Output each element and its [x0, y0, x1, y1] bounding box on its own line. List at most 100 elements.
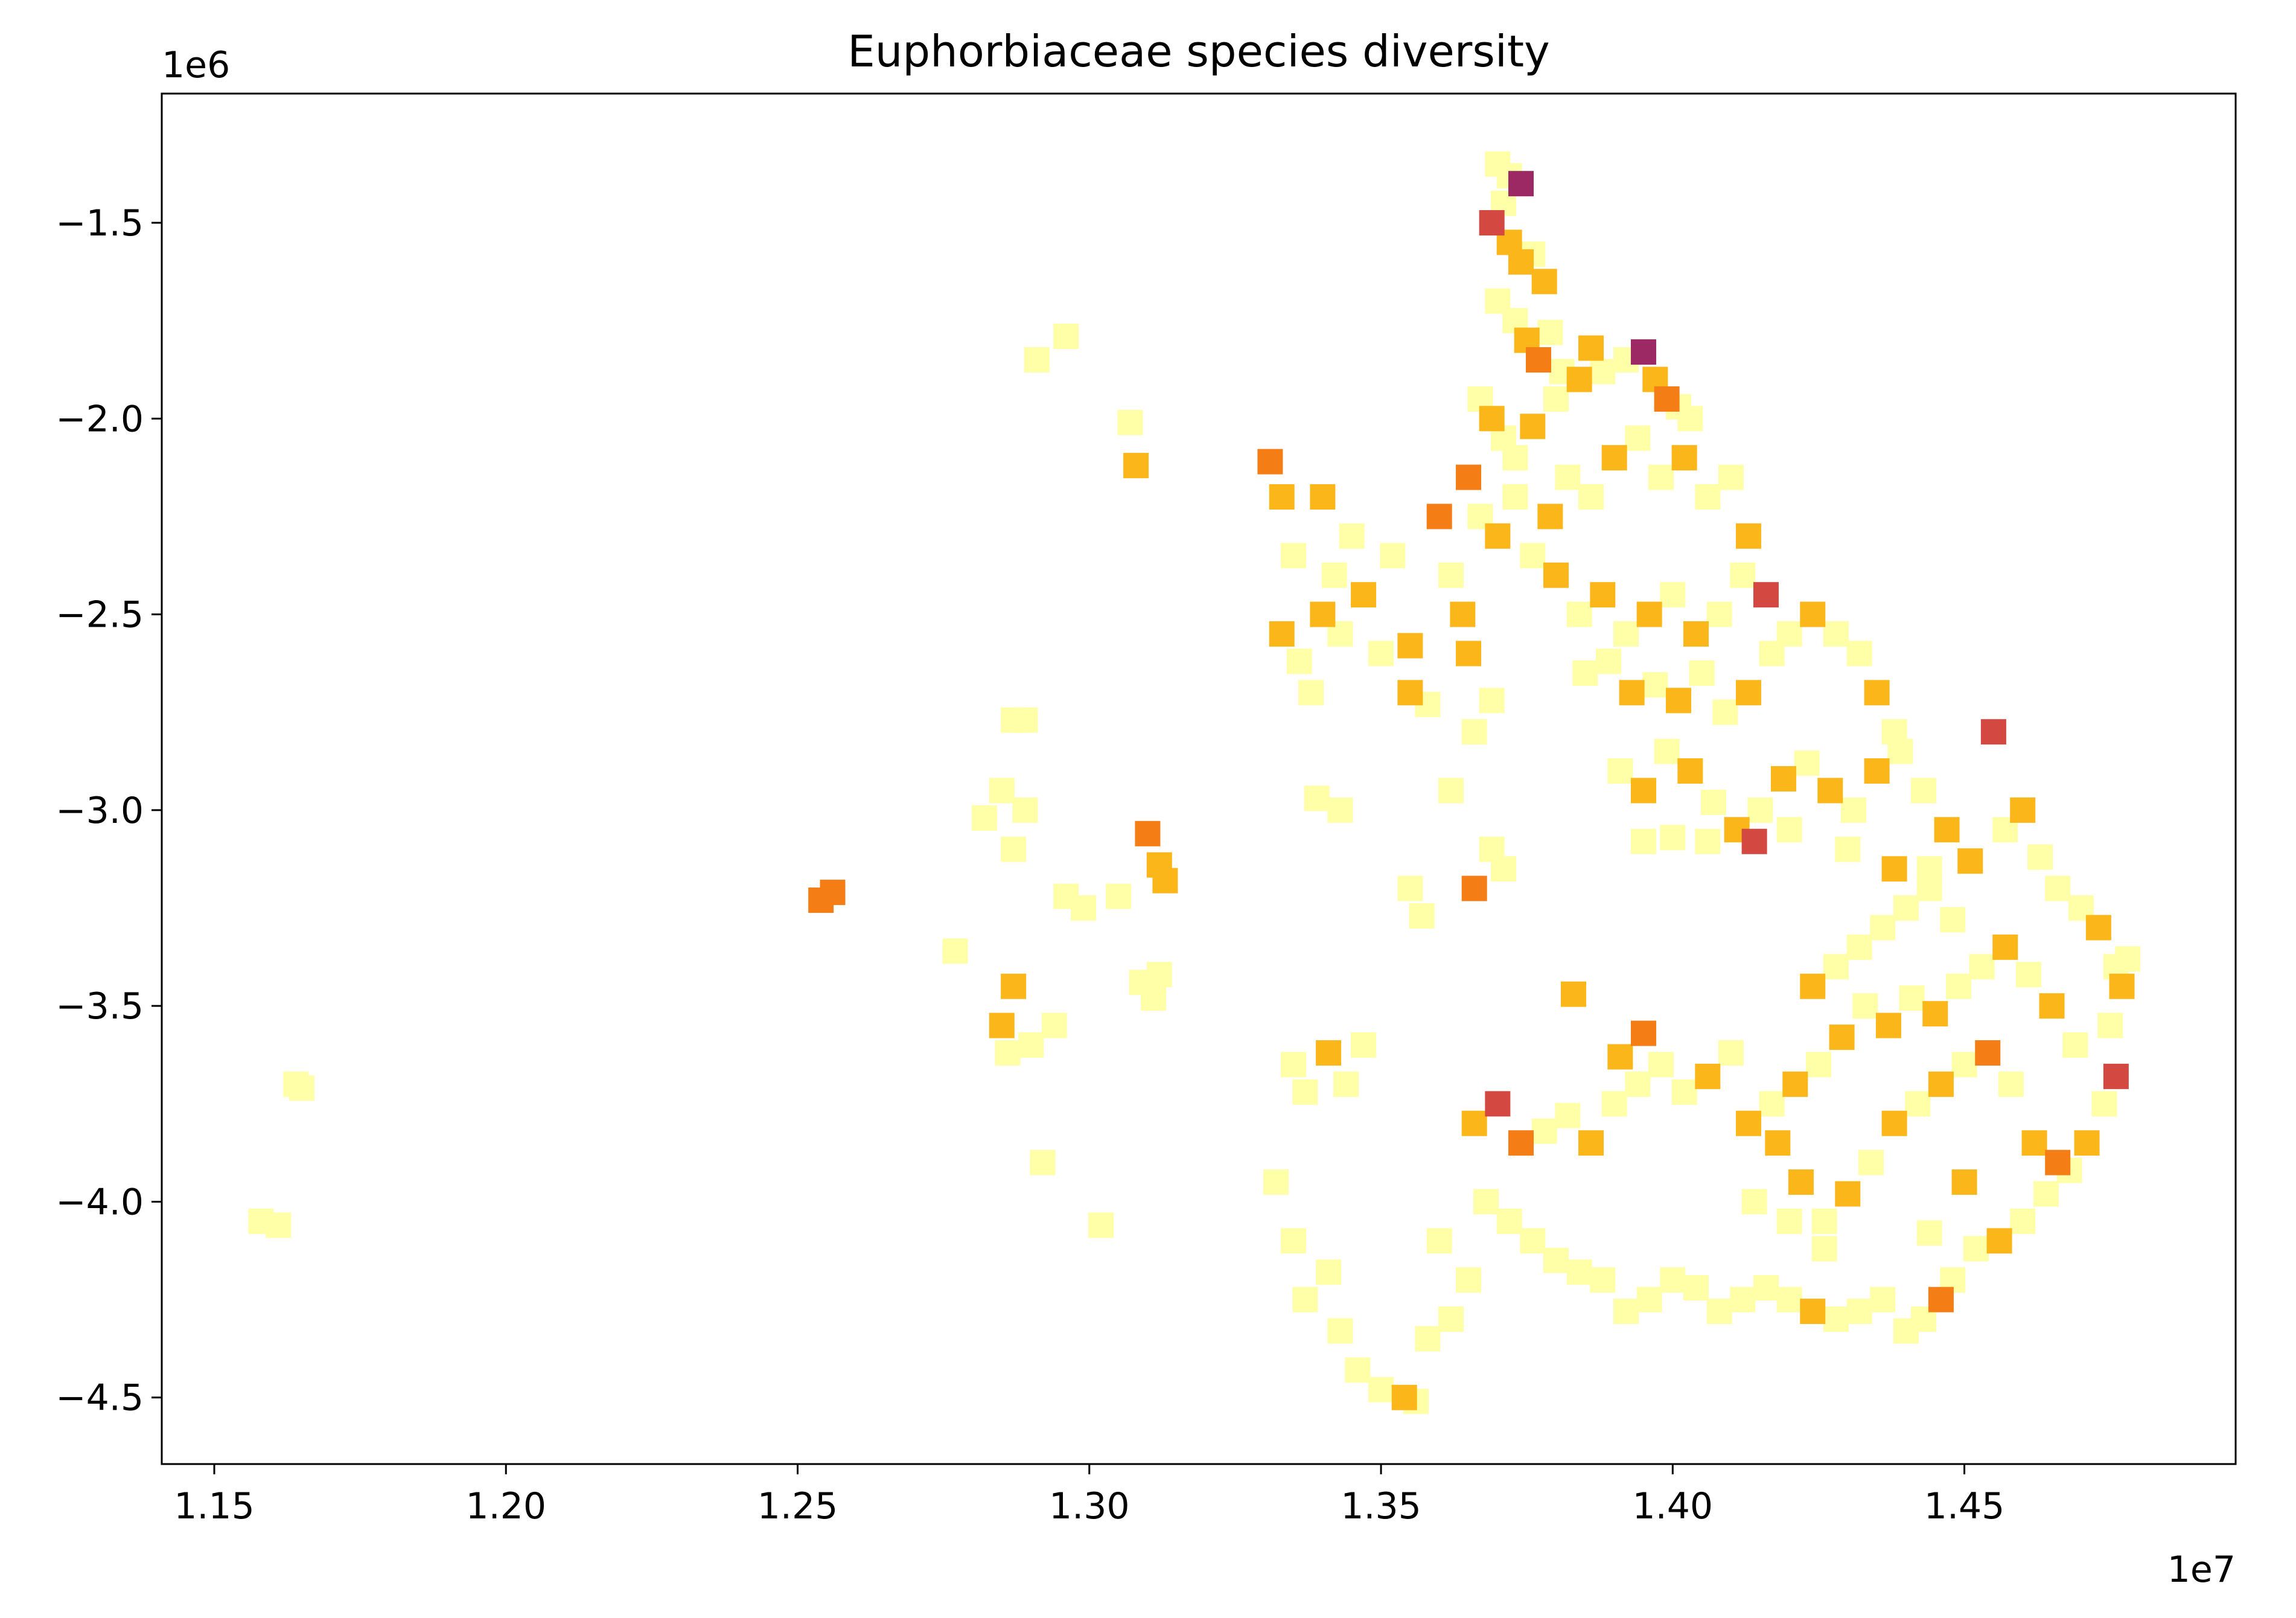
- data-point: [1479, 210, 1505, 236]
- data-point: [1526, 347, 1552, 373]
- data-point: [1689, 660, 1715, 686]
- data-point: [1800, 1299, 1826, 1325]
- data-point: [1928, 1071, 1954, 1097]
- data-point: [1415, 1326, 1441, 1352]
- data-point: [1654, 738, 1680, 764]
- data-point: [1479, 688, 1505, 714]
- data-point: [1893, 1318, 1919, 1344]
- data-point: [1660, 825, 1686, 851]
- data-point: [1426, 504, 1452, 529]
- data-point: [1945, 973, 1971, 999]
- data-point: [1613, 1299, 1639, 1325]
- data-point: [1491, 856, 1517, 882]
- data-point: [1508, 249, 1534, 275]
- x-tick-label: 1.45: [1924, 1485, 2005, 1527]
- data-point: [1718, 1040, 1744, 1066]
- data-point: [1543, 562, 1569, 588]
- data-point: [1560, 981, 1586, 1007]
- data-point: [1333, 1071, 1359, 1097]
- data-point: [1700, 789, 1726, 815]
- data-point: [1339, 523, 1365, 549]
- data-point: [1665, 688, 1691, 714]
- data-point: [1782, 1071, 1808, 1097]
- data-point: [1012, 797, 1038, 823]
- data-point: [1735, 680, 1761, 706]
- data-point: [1426, 1228, 1452, 1254]
- data-point: [1012, 707, 1038, 733]
- data-point: [1438, 1306, 1464, 1332]
- data-point: [1630, 1020, 1656, 1046]
- data-point: [1753, 1275, 1779, 1301]
- data-point: [1456, 1267, 1482, 1293]
- data-point: [1152, 868, 1178, 894]
- data-point: [1135, 820, 1161, 846]
- data-point: [1531, 1118, 1557, 1144]
- data-point: [1695, 484, 1721, 510]
- data-point: [1846, 1299, 1872, 1325]
- data-point: [1735, 523, 1761, 549]
- data-point: [1566, 1259, 1592, 1285]
- data-point: [1456, 464, 1482, 490]
- data-point: [1648, 464, 1674, 490]
- data-point: [1636, 1287, 1662, 1313]
- data-point: [2010, 797, 2036, 823]
- data-point: [1117, 409, 1143, 435]
- data-point: [1269, 621, 1295, 647]
- data-point: [1520, 1228, 1546, 1254]
- x-tick-label: 1.15: [174, 1485, 255, 1527]
- data-point: [1730, 1287, 1756, 1313]
- data-point: [2015, 962, 2041, 988]
- data-point: [1910, 778, 1936, 804]
- data-point: [1030, 1150, 1056, 1175]
- data-point: [1397, 680, 1423, 706]
- data-point: [1811, 1208, 1837, 1234]
- data-point: [2045, 1150, 2071, 1175]
- data-point: [1520, 414, 1546, 440]
- data-point: [1829, 1025, 1855, 1050]
- data-point: [1146, 962, 1172, 988]
- data-point: [1706, 601, 1732, 627]
- data-point: [1870, 915, 1896, 941]
- data-point: [1776, 1208, 1802, 1234]
- data-point: [1642, 672, 1668, 698]
- data-point: [1380, 543, 1406, 569]
- data-point: [1292, 1287, 1318, 1313]
- data-point: [2109, 973, 2135, 999]
- x-tick-label: 1.30: [1049, 1485, 1130, 1527]
- y-tick-label: −4.0: [56, 1181, 144, 1223]
- data-point: [1281, 1052, 1307, 1078]
- data-point: [1957, 848, 1983, 874]
- data-point: [2021, 1130, 2047, 1156]
- data-point: [1630, 828, 1656, 854]
- data-point: [1776, 817, 1802, 843]
- data-point: [1286, 648, 1312, 674]
- data-point: [1951, 1169, 1977, 1195]
- data-point: [1461, 719, 1487, 745]
- y-tick-label: −3.0: [56, 790, 144, 832]
- data-point: [1893, 895, 1919, 921]
- data-point: [1934, 817, 1960, 843]
- x-tick-label: 1.25: [757, 1485, 838, 1527]
- data-point: [1846, 641, 1872, 667]
- data-point: [1887, 738, 1913, 764]
- data-point: [1753, 582, 1779, 608]
- data-point: [1537, 319, 1563, 345]
- data-point: [1531, 269, 1557, 295]
- data-point: [1438, 778, 1464, 804]
- data-point: [1992, 934, 2018, 960]
- data-point: [1368, 1377, 1394, 1402]
- data-point: [1683, 621, 1709, 647]
- data-point: [1281, 543, 1307, 569]
- data-point: [1018, 1032, 1044, 1058]
- data-point: [1770, 766, 1796, 791]
- data-point: [1788, 1169, 1814, 1195]
- data-point: [1630, 339, 1656, 365]
- data-point: [1811, 1236, 1837, 1262]
- data-point: [1980, 719, 2006, 745]
- data-point: [1800, 973, 1826, 999]
- data-point: [1654, 386, 1680, 412]
- data-point: [1660, 1267, 1686, 1293]
- data-point: [289, 1075, 314, 1101]
- x-axis-multiplier: 1e7: [2167, 1549, 2236, 1591]
- data-point: [1870, 1287, 1896, 1313]
